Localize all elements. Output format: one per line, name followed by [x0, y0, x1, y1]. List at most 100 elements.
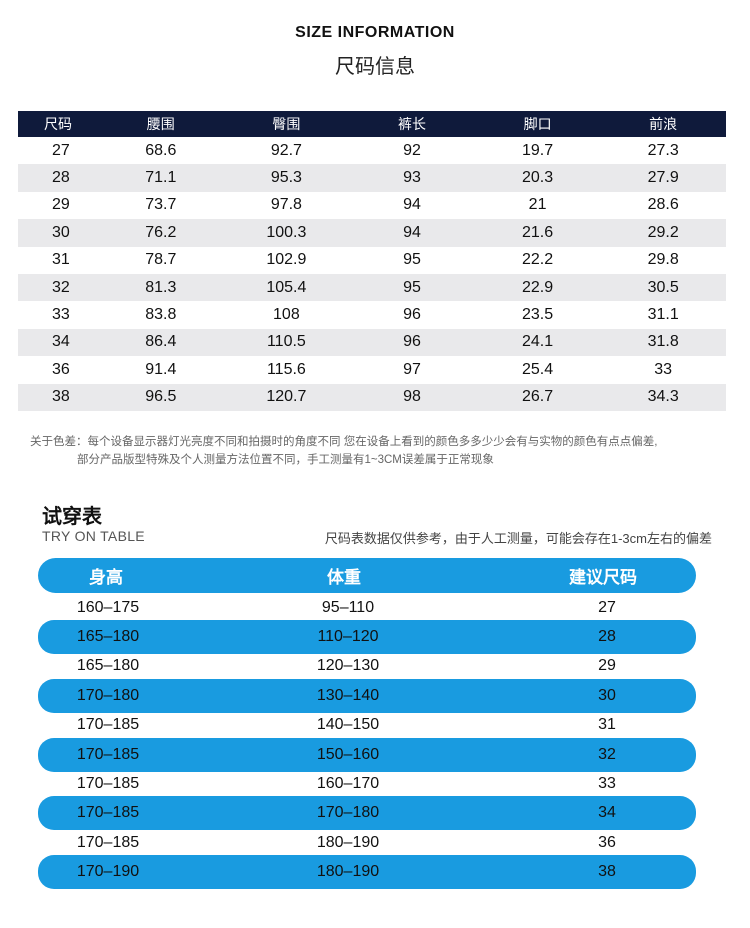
cell-leg-opening: 20.3	[522, 169, 554, 187]
cell-height: 160–175	[76, 598, 140, 616]
cell-waist: 73.7	[145, 196, 177, 214]
cell-length: 96	[403, 306, 421, 324]
cell-waist: 71.1	[145, 169, 177, 187]
table-row: 170–185 180–190 36	[38, 828, 696, 857]
cell-hip: 110.5	[266, 333, 306, 351]
size-info-title: SIZE INFORMATION	[295, 24, 455, 41]
cell-leg-opening: 21	[528, 196, 547, 214]
cell-waist: 96.5	[145, 388, 177, 406]
cell-length: 95	[403, 251, 421, 269]
cell-length: 94	[403, 223, 421, 241]
cell-height: 170–185	[76, 745, 140, 763]
cell-waist: 68.6	[145, 141, 177, 159]
cell-front-rise: 30.5	[647, 278, 679, 296]
cell-suggested-size: 30	[598, 686, 616, 704]
table-row: 31 78.7 102.9 95 22.2 29.8	[18, 247, 726, 274]
table-row: 32 81.3 105.4 95 22.9 30.5	[18, 273, 726, 302]
cell-size: 29	[52, 196, 70, 214]
cell-leg-opening: 24.1	[522, 333, 554, 351]
cell-hip: 100.3	[266, 223, 307, 241]
cell-height: 165–180	[76, 628, 140, 646]
table-row: 170–185 170–180 34	[38, 796, 696, 831]
cell-length: 93	[403, 169, 421, 187]
cell-weight: 130–140	[316, 686, 380, 704]
cell-front-rise: 33	[654, 360, 673, 378]
cell-waist: 86.4	[145, 333, 177, 351]
cell-hip: 120.7	[266, 388, 307, 406]
table-row: 38 96.5 120.7 98 26.7 34.3	[18, 383, 726, 411]
cell-weight: 160–170	[316, 775, 380, 793]
cell-weight: 95–110	[321, 598, 375, 616]
cell-front-rise: 29.2	[647, 223, 679, 241]
cell-hip: 105.4	[266, 278, 307, 296]
cell-weight: 180–190	[316, 863, 380, 881]
cell-height: 170–185	[76, 716, 140, 734]
cell-size: 28	[52, 169, 70, 187]
cell-waist: 76.2	[145, 223, 177, 241]
cell-hip: 92.7	[270, 141, 302, 159]
table-row: 170–185 140–150 31	[38, 711, 696, 740]
cell-front-rise: 31.8	[647, 333, 679, 351]
table-row: 33 83.8 108 96 23.5 31.1	[18, 301, 726, 328]
try-on-note: 尺码表数据仅供参考，由于人工测量，可能会存在1-3cm左右的偏差	[324, 531, 712, 546]
header-leg-opening: 脚口	[523, 116, 552, 132]
cell-length: 92	[403, 141, 421, 159]
cell-hip: 108	[273, 306, 300, 324]
header-size: 尺码	[44, 116, 72, 132]
cell-weight: 180–190	[316, 833, 380, 851]
cell-front-rise: 29.8	[647, 251, 679, 269]
header-height: 身高	[89, 568, 123, 587]
cell-leg-opening: 22.9	[522, 278, 554, 296]
cell-weight: 170–180	[316, 804, 380, 822]
cell-waist: 91.4	[145, 360, 177, 378]
cell-weight: 120–130	[316, 657, 380, 675]
size-table-header: 尺码 腰围 臀围 裤长 脚口 前浪	[18, 111, 726, 137]
try-on-table: 身高 体重 建议尺码 160–175 95–110 27 165–180 110–120…	[38, 558, 696, 890]
table-row: 165–180 110–120 28	[38, 620, 696, 655]
cell-size: 32	[52, 278, 70, 296]
header-length: 裤长	[397, 116, 426, 132]
try-on-table-header: 身高 体重 建议尺码	[38, 558, 696, 593]
cell-length: 97	[403, 360, 421, 378]
cell-weight: 150–160	[316, 745, 380, 763]
cell-size: 27	[52, 141, 70, 159]
cell-height: 165–180	[76, 657, 140, 675]
cell-size: 36	[52, 360, 70, 378]
table-row: 170–185 160–170 33	[38, 769, 696, 798]
table-row: 34 86.4 110.5 96 24.1 31.8	[18, 328, 726, 357]
cell-height: 170–185	[76, 804, 140, 822]
table-row: 165–180 120–130 29	[38, 652, 696, 681]
cell-leg-opening: 19.7	[522, 141, 554, 159]
cell-front-rise: 28.6	[647, 196, 679, 214]
table-row: 27 68.6 92.7 92 19.7 27.3	[18, 137, 726, 164]
table-row: 170–190 180–190 38	[38, 855, 696, 890]
cell-front-rise: 31.1	[647, 306, 679, 324]
cell-length: 98	[403, 388, 421, 406]
table-row: 29 73.7 97.8 94 21 28.6	[18, 192, 726, 219]
table-row: 160–175 95–110 27	[38, 593, 696, 622]
size-info-subtitle: 尺码信息	[335, 56, 415, 78]
cell-weight: 110–120	[317, 628, 379, 646]
header-hip: 臀围	[272, 116, 301, 132]
header-weight: 体重	[327, 568, 361, 587]
cell-length: 94	[403, 196, 421, 214]
cell-length: 96	[403, 333, 421, 351]
cell-front-rise: 27.9	[647, 169, 679, 187]
cell-leg-opening: 25.4	[522, 360, 554, 378]
try-on-title: 试穿表	[42, 506, 102, 528]
note-line-2: 部分产品版型特殊及个人测量方法位置不同，手工测量有1~3CM误差属于正常现象	[77, 454, 494, 466]
try-on-subtitle: TRY ON TABLE	[42, 528, 145, 544]
cell-suggested-size: 32	[598, 745, 616, 763]
cell-size: 31	[52, 251, 70, 269]
note-line-1: 关于色差：每个设备显示器灯光亮度不同和拍摄时的角度不同 您在设备上看到的颜色多多…	[30, 436, 658, 448]
cell-leg-opening: 21.6	[522, 223, 554, 241]
cell-suggested-size: 29	[598, 657, 616, 675]
header-suggested-size: 建议尺码	[569, 568, 637, 587]
cell-hip: 115.6	[266, 360, 306, 378]
cell-leg-opening: 26.7	[522, 388, 554, 406]
cell-weight: 140–150	[316, 716, 380, 734]
table-row: 28 71.1 95.3 93 20.3 27.9	[18, 164, 726, 192]
table-row: 30 76.2 100.3 94 21.6 29.2	[18, 219, 726, 247]
cell-height: 170–185	[76, 833, 140, 851]
cell-height: 170–190	[76, 863, 140, 881]
